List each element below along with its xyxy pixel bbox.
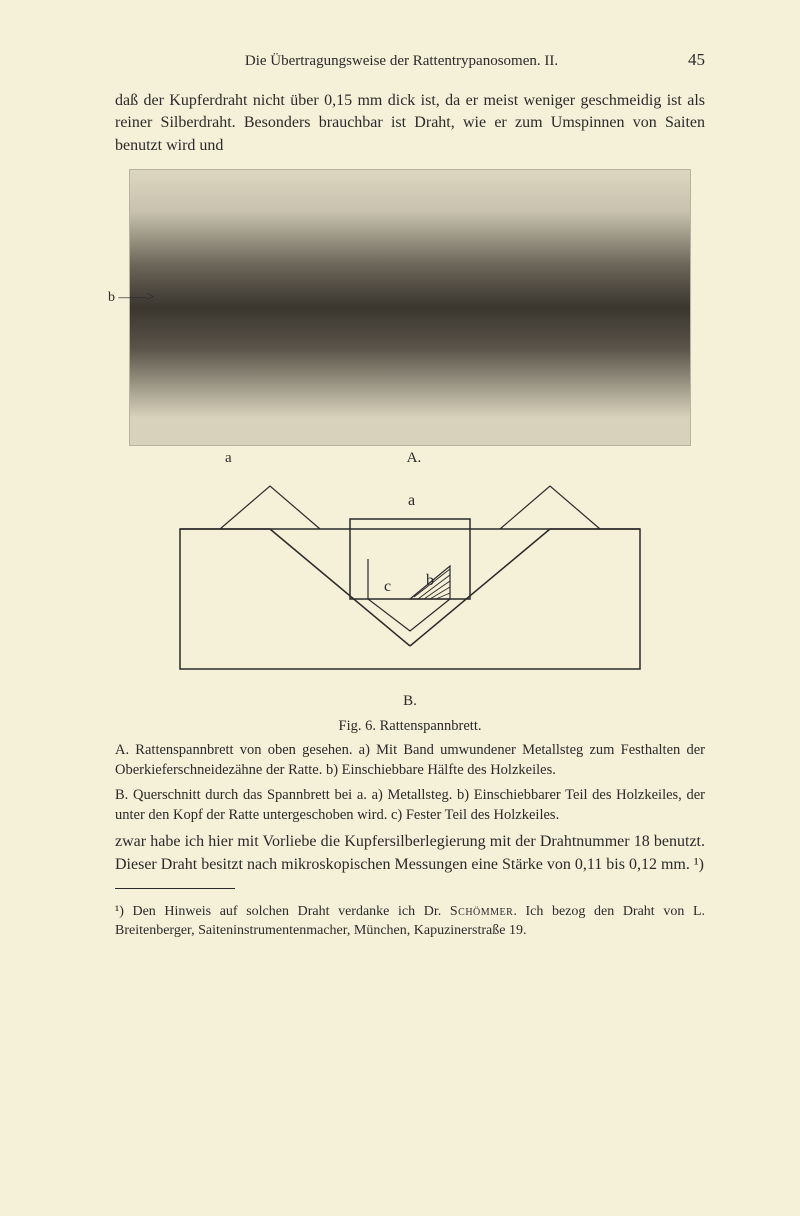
diagram-caption-b: B. (130, 693, 690, 710)
footnote-1: ¹) Den Hinweis auf solchen Draht verdank… (115, 903, 705, 941)
figure-caption-a: A. Rattenspannbrett von oben gesehen. a)… (115, 741, 705, 780)
photo-label-b: b ——> (108, 290, 154, 306)
photo-caption-a: a (225, 450, 232, 467)
body-para-1: daß der Kupferdraht nicht über 0,15 mm d… (115, 90, 705, 157)
footnote-rule (115, 888, 235, 889)
svg-text:a: a (408, 492, 415, 509)
figure-caption-b: B. Querschnitt durch das Spannbrett bei … (115, 786, 705, 825)
figure-title: Fig. 6. Rattenspannbrett. (115, 718, 705, 735)
footnote-pre: ¹) Den Hinweis auf solchen Draht verdank… (115, 904, 450, 919)
page-number: 45 (688, 50, 705, 70)
figure-diagram-b: a b c B. (130, 481, 690, 710)
footnote-name: Schömmer (450, 904, 513, 919)
figure-photo-a: b ——> (129, 169, 691, 446)
svg-text:b: b (426, 572, 434, 589)
running-head: Die Übertragungsweise der Rattentrypanos… (115, 53, 688, 70)
body-para-2: zwar habe ich hier mit Vorliebe die Kupf… (115, 831, 705, 876)
photo-caption-A: A. (407, 450, 422, 467)
photo-caption-row: a A. (130, 450, 690, 467)
svg-text:c: c (384, 578, 391, 595)
